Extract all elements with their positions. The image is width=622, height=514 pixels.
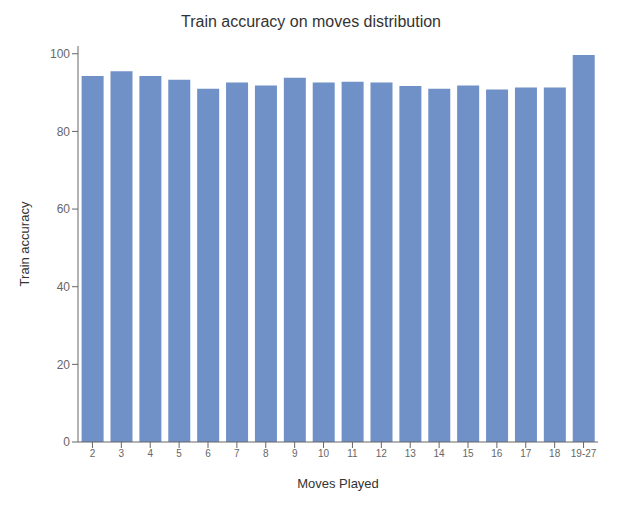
svg-text:20: 20: [57, 358, 71, 372]
svg-text:60: 60: [57, 202, 71, 216]
svg-text:40: 40: [57, 280, 71, 294]
html-text:Train accuracy on moves distri: Train accuracy on moves distribution: [181, 13, 441, 30]
svg-text:0: 0: [63, 435, 70, 449]
svg-text:8: 8: [263, 448, 269, 459]
svg-text:9: 9: [292, 448, 298, 459]
svg-text:5: 5: [176, 448, 182, 459]
svg-text:10: 10: [318, 448, 330, 459]
svg-text:19-27: 19-27: [571, 448, 597, 459]
svg-text:6: 6: [205, 448, 211, 459]
svg-text:7: 7: [234, 448, 240, 459]
svg-text:80: 80: [57, 125, 71, 139]
svg-text:16: 16: [491, 448, 503, 459]
svg-text:11: 11: [347, 448, 358, 459]
svg-text:Moves Played: Moves Played: [297, 476, 379, 491]
svg-text:Train accuracy: Train accuracy: [17, 201, 32, 286]
svg-text:17: 17: [520, 448, 532, 459]
svg-text:12: 12: [376, 448, 388, 459]
svg-text:13: 13: [405, 448, 417, 459]
svg-text:15: 15: [462, 448, 474, 459]
svg-text:100: 100: [50, 47, 70, 61]
svg-text:18: 18: [549, 448, 561, 459]
svg-text:3: 3: [119, 448, 125, 459]
svg-text:4: 4: [147, 448, 153, 459]
svg-text:2: 2: [90, 448, 96, 459]
svg-text:14: 14: [434, 448, 446, 459]
